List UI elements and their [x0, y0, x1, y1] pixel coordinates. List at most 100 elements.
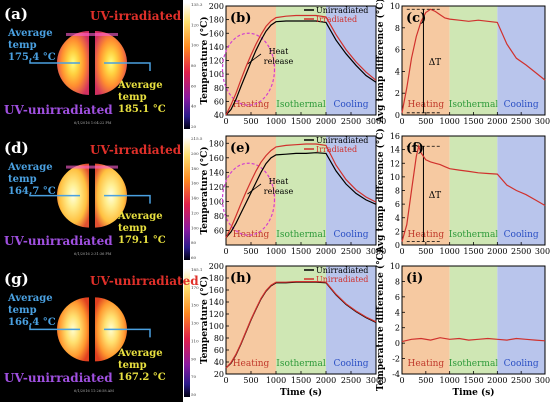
x-tick-label: 3000	[535, 117, 550, 126]
y-tick-label: 10	[390, 173, 400, 182]
series-line	[225, 20, 377, 116]
y-tick-label: 6	[395, 46, 400, 55]
phase-label: Isothermal	[449, 230, 499, 240]
x-tick-label: 1000	[266, 247, 286, 256]
right-average-temp-text: 185.1 °C	[118, 104, 166, 115]
colorbar-tick-label: 135.3	[191, 2, 203, 7]
phase-band	[402, 136, 450, 245]
x-tick-label: 0	[223, 376, 228, 385]
series-line	[401, 337, 546, 343]
left-indicator-line	[29, 325, 80, 331]
heat-release-annotation: release	[264, 187, 294, 196]
x-tick-label: 500	[243, 247, 258, 256]
colorbar-tick-label: 40	[191, 104, 197, 109]
y-tick-label: 8	[395, 24, 400, 33]
colorbar-tick-label: 100	[191, 225, 199, 230]
y-tick-label: -2	[392, 355, 400, 364]
y-tick-label: 0	[395, 241, 400, 250]
left-average-temp-text: Average	[7, 293, 53, 304]
left-average-temp-text: Average	[7, 162, 53, 173]
x-tick-label: 500	[243, 376, 258, 385]
colorbar-tick-label: 150	[191, 303, 199, 308]
x-tick-label: 2500	[341, 117, 361, 126]
x-tick-label: 2500	[341, 247, 361, 256]
phase-band	[449, 266, 498, 374]
x-tick-label: 3000	[535, 247, 550, 256]
x-tick-label: 0	[399, 247, 404, 256]
right-indicator-line	[104, 62, 151, 71]
phase-band	[326, 136, 376, 245]
x-tick-label: 2000	[487, 376, 507, 385]
series-line	[401, 144, 546, 242]
left-average-temp-text: 164.7 °C	[8, 186, 56, 197]
right-average-temp-text: temp	[118, 360, 147, 371]
colorbar-tick-label: 100	[191, 43, 199, 48]
phase-label: Isothermal	[449, 100, 499, 110]
x-tick-label: 1000	[266, 117, 286, 126]
legend-entry: Unirradiated	[316, 275, 368, 284]
top-label: UV-irradiated	[90, 143, 182, 157]
thermal-panel-g: 185.1 170 150 130 110 90 70 50 (g) UV-unirradiate…	[0, 265, 205, 402]
x-tick-label: 0	[399, 117, 404, 126]
thermal-image-background	[0, 134, 183, 265]
y-tick-label: 140	[209, 43, 224, 52]
panel-label: (e)	[230, 141, 251, 156]
x-tick-label: 0	[399, 376, 404, 385]
y-tick-label: 16	[390, 132, 400, 141]
y-axis-label: Temperature difference (°C)	[375, 249, 386, 391]
phase-label: Cooling	[333, 100, 368, 110]
y-tick-label: 200	[209, 262, 224, 271]
phase-band	[402, 6, 450, 115]
x-tick-label: 0	[223, 247, 228, 256]
y-tick-label: 180	[209, 139, 224, 148]
y-tick-label: 40	[214, 111, 224, 120]
heat-release-annotation: Heat	[269, 47, 289, 56]
chart-c: Heating Isothermal Cooling 0 2 4 6 8 10 0 500 1000 1…	[375, 0, 550, 126]
x-tick-label: 2500	[511, 376, 531, 385]
x-tick-label: 1000	[439, 376, 459, 385]
x-tick-label: 500	[243, 117, 258, 126]
phase-band	[276, 266, 326, 374]
x-tick-label: 2500	[511, 117, 531, 126]
y-tick-label: 14	[390, 146, 400, 155]
y-tick-label: 4	[395, 308, 400, 317]
y-tick-label: 180	[209, 274, 224, 283]
left-average-temp-text: temp	[8, 174, 37, 185]
legend-entry: Irradiated	[316, 15, 357, 24]
panel-label: (i)	[406, 271, 423, 286]
colorbar	[184, 3, 190, 129]
right-indicator-line	[104, 328, 151, 338]
y-tick-label: 160	[209, 286, 224, 295]
y-tick-label: 12	[390, 159, 400, 168]
series-line	[225, 152, 377, 239]
y-tick-label: 160	[209, 29, 224, 38]
x-tick-label: 2000	[487, 117, 507, 126]
x-tick-label: 1500	[291, 247, 311, 256]
series-line	[225, 143, 377, 238]
phase-label: Isothermal	[276, 100, 326, 110]
y-tick-label: 20	[214, 370, 224, 379]
left-average-temp-text: temp	[8, 305, 37, 316]
x-tick-label: 2000	[316, 376, 336, 385]
y-axis-label: Avg temp difference (°C)	[375, 0, 386, 124]
delta-t-label: ΔT	[429, 58, 442, 68]
series-line	[225, 14, 377, 116]
x-tick-label: 2500	[511, 247, 531, 256]
x-tick-label: 3000	[366, 376, 386, 385]
colorbar-tick-label: 50	[191, 392, 197, 397]
y-tick-label: 0	[395, 111, 400, 120]
chart-i: Heating Isothermal Cooling -4 -2 0 2 4 6 8 10 0 500 1…	[375, 249, 550, 398]
colorbar-tick-label: 170	[191, 285, 199, 290]
left-indicator-line	[29, 60, 80, 64]
right-average-temp-text: Average	[117, 80, 163, 91]
phase-label: Heating	[408, 100, 445, 110]
y-tick-label: 10	[390, 262, 400, 271]
x-tick-label: 1500	[463, 117, 483, 126]
y-tick-label: 140	[209, 168, 224, 177]
phase-band	[276, 6, 326, 115]
x-tick-label: 1500	[463, 247, 483, 256]
x-tick-label: 3000	[366, 117, 386, 126]
heat-release-arrow	[247, 183, 262, 195]
top-label: UV-irradiated	[90, 9, 182, 23]
y-tick-label: -4	[392, 370, 400, 379]
